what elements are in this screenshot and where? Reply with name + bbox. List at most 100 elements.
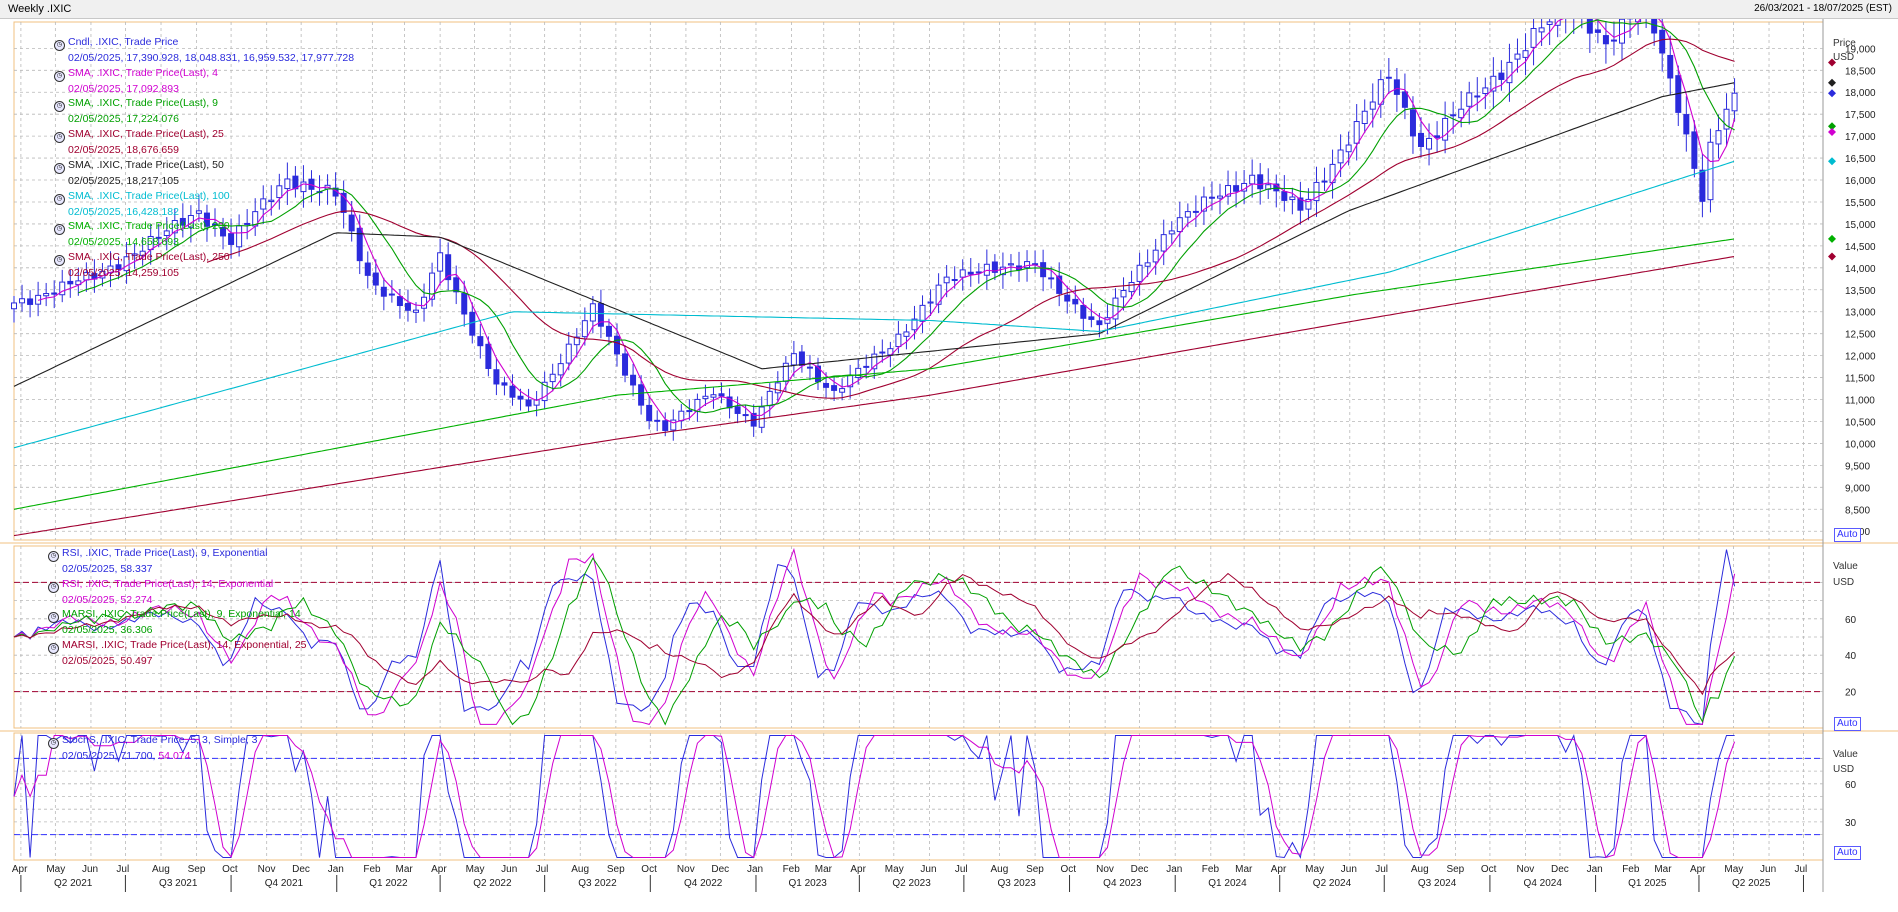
month-tick-label: Feb <box>1622 864 1640 875</box>
month-tick-label: Nov <box>258 864 276 875</box>
rsi-axis-title: Value <box>1833 561 1858 572</box>
candle-body <box>1401 91 1408 108</box>
price-legend-item[interactable]: ◷ SMA, .IXIC, Trade Price(Last), 100 <box>54 189 354 205</box>
price-axis-unit: USD <box>1833 52 1855 63</box>
stoch-auto-button[interactable]: Auto <box>1834 846 1861 860</box>
rsi-legend-item[interactable]: ◷ RSI, .IXIC, Trade Price(Last), 14, Expo… <box>48 577 307 593</box>
candle-body <box>131 253 138 256</box>
candle-body <box>477 336 484 347</box>
candle-body <box>429 272 436 300</box>
stoch-k-value: 02/05/2025, 71.700, <box>62 750 156 762</box>
candle-body <box>702 395 709 400</box>
month-tick-label: May <box>1724 864 1743 875</box>
price-legend-label: SMA, .IXIC, Trade Price(Last), 100 <box>68 189 230 202</box>
price-value-marker <box>1828 58 1836 67</box>
candle-body <box>1506 61 1513 84</box>
candle-body <box>163 230 170 237</box>
candle-body <box>589 303 596 322</box>
candle-body <box>1305 198 1312 210</box>
month-tick-label: Jul <box>1375 864 1388 875</box>
quarter-label: Q4 2022 <box>684 878 723 889</box>
candle-body <box>509 385 516 398</box>
candle-body <box>220 226 227 237</box>
month-tick-label: Feb <box>363 864 381 875</box>
candle-body <box>766 390 773 407</box>
month-tick-label: Nov <box>1517 864 1535 875</box>
candle-body <box>887 348 894 356</box>
price-legend-item[interactable]: ◷ SMA, .IXIC, Trade Price(Last), 9 <box>54 96 354 113</box>
candle-body <box>1385 76 1392 79</box>
month-tick-label: Mar <box>396 864 414 875</box>
price-tick-label: 10,500 <box>1845 417 1876 428</box>
rsi-tick-label: 60 <box>1845 615 1857 626</box>
candle-body <box>388 293 395 296</box>
window-title: Weekly .IXIC <box>8 3 72 15</box>
price-value-marker <box>1828 234 1836 243</box>
candle-body <box>678 410 685 422</box>
candle-body <box>1538 27 1545 33</box>
rsi-legend-item[interactable]: ◷ RSI, .IXIC, Trade Price(Last), 9, Expon… <box>48 546 307 562</box>
month-tick-label: Aug <box>990 864 1008 875</box>
month-tick-label: Aug <box>1411 864 1429 875</box>
price-legend-item[interactable]: ◷ SMA, .IXIC, Trade Price(Last), 25 <box>54 127 354 144</box>
candle-body <box>284 178 291 190</box>
candle-body <box>1345 144 1352 153</box>
quarter-label: Q2 2024 <box>1313 878 1352 889</box>
price-tick-label: 11,000 <box>1845 396 1875 407</box>
candle-body <box>638 384 645 406</box>
candle-body <box>1281 191 1288 201</box>
candlestick-series <box>11 19 1738 441</box>
rsi-legend-label: MARSI, .IXIC, Trade Price(Last), 14, Exp… <box>62 639 307 652</box>
candle-body <box>1225 185 1232 197</box>
candle-body <box>1699 169 1706 202</box>
month-tick-label: Jul <box>116 864 129 875</box>
rsi-legend-item[interactable]: ◷ MARSI, .IXIC, Trade Price(Last), 14, Ex… <box>48 638 307 655</box>
price-tick-label: 14,500 <box>1845 242 1876 253</box>
month-tick-label: Apr <box>12 864 28 875</box>
candle-body <box>67 280 74 285</box>
month-tick-label: Jan <box>1587 864 1603 875</box>
rsi-auto-button[interactable]: Auto <box>1834 717 1861 731</box>
price-tick-label: 12,000 <box>1845 352 1876 363</box>
candle-body <box>1184 211 1191 218</box>
price-legend-label: SMA, .IXIC, Trade Price(Last), 25 <box>68 128 224 141</box>
price-legend-item[interactable]: ◷ SMA, .IXIC, Trade Price(Last), 50 <box>54 158 354 174</box>
candle-body <box>1594 29 1601 33</box>
month-tick-label: Dec <box>711 864 729 875</box>
candle-body <box>1080 304 1087 319</box>
price-legend-item[interactable]: ◷ Cndl, .IXIC, Trade Price <box>54 35 354 51</box>
price-tick-label: 16,000 <box>1845 176 1876 187</box>
candle-body <box>855 367 862 379</box>
candle-body <box>774 382 781 394</box>
candle-body <box>1731 92 1738 112</box>
candle-body <box>19 298 26 304</box>
marsi-14-line <box>13 572 1735 696</box>
price-legend-item[interactable]: ◷ SMA, .IXIC, Trade Price(Last), 250 <box>54 250 354 266</box>
price-value-marker <box>1828 122 1836 131</box>
price-legend-item[interactable]: ◷ SMA, .IXIC, Trade Price(Last), 200 <box>54 219 354 236</box>
candle-body <box>541 381 548 402</box>
price-auto-button[interactable]: Auto <box>1834 528 1861 542</box>
chart-canvas[interactable]: Apr May Jun Jul Aug Sep Oct Nov Dec Jan Feb Mar Apr M… <box>0 19 1898 912</box>
stoch-legend-item[interactable]: ◷ StochS, .IXIC, Trade Price, 5, 3, Simpl… <box>48 733 258 749</box>
month-tick-label: Dec <box>1551 864 1569 875</box>
candle-body <box>863 365 870 368</box>
date-range: 26/03/2021 - 18/07/2025 (EST) <box>1754 3 1892 14</box>
candle-body <box>1257 174 1264 190</box>
price-legend: ◷ Cndl, .IXIC, Trade Price 02/05/2025, 17,… <box>54 35 354 281</box>
candle-body <box>1176 217 1183 233</box>
month-tick-label: Sep <box>188 864 206 875</box>
month-tick-label: Oct <box>1481 864 1497 875</box>
candle-body <box>356 227 363 262</box>
price-tick-label: 19,000 <box>1845 44 1876 55</box>
rsi-legend-value: 02/05/2025, 50.497 <box>62 655 153 668</box>
price-tick-label: 13,500 <box>1845 286 1876 297</box>
rsi-legend-item[interactable]: ◷ MARSI, .IXIC, Trade Price(Last), 9, Exp… <box>48 607 307 624</box>
candle-body <box>710 394 717 398</box>
price-legend-item[interactable]: ◷ SMA, .IXIC, Trade Price(Last), 4 <box>54 66 354 82</box>
quarter-label: Q3 2022 <box>578 878 617 889</box>
candle-body <box>1586 19 1593 34</box>
indicator-icon: ◷ <box>48 551 59 562</box>
candle-body <box>445 254 452 281</box>
sma-9-line <box>78 19 1735 414</box>
